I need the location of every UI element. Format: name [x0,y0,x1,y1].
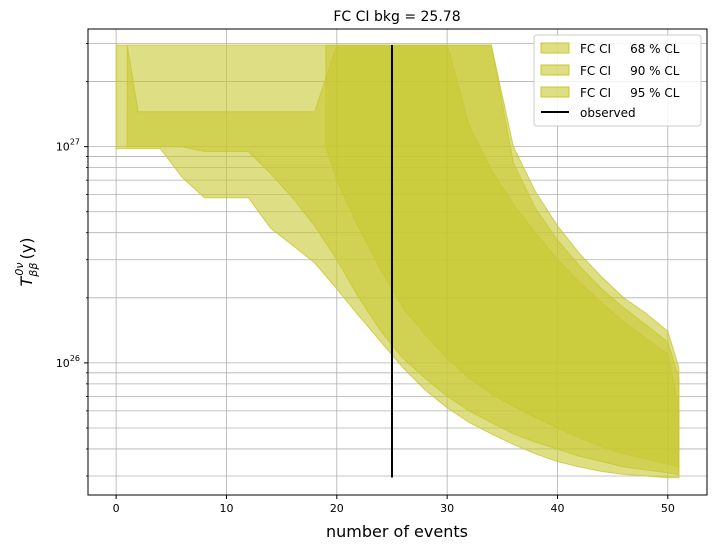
x-axis-label: number of events [326,522,468,541]
legend-label-95: FC CI 95 % CL [580,86,680,100]
chart-title: FC CI bkg = 25.78 [333,9,460,25]
y-axis-label-sup: 0ν [13,262,26,275]
x-tick-label: 0 [113,502,120,515]
y-axis-label: Tββ0ν (y) [13,238,40,287]
y-tick-label: 1026 [56,354,80,370]
x-axis-ticks: 0 10 20 30 40 50 [113,495,675,515]
legend-swatch-90 [540,64,570,76]
y-axis-ticks: 1026 1027 [56,43,88,477]
x-tick-label: 10 [219,502,233,515]
x-tick-label: 30 [440,502,454,515]
legend-swatch-68 [540,42,570,54]
y-axis-label-main: T [17,275,36,286]
y-axis-label-unit: (y) [17,238,36,260]
legend-swatch-95 [540,86,570,98]
legend-label-68: FC CI 68 % CL [580,42,680,56]
x-tick-label: 50 [661,502,675,515]
legend-box [533,34,702,127]
series-layer [115,44,680,479]
x-tick-label: 20 [330,502,344,515]
plot-frame [87,28,708,496]
y-tick-label: 1027 [56,138,80,154]
band-series-3 [115,44,680,479]
legend: FC CI 68 % CL FC CI 90 % CL FC CI 95 % C… [533,34,702,127]
legend-label-90: FC CI 90 % CL [580,64,680,78]
y-axis-label-sub: ββ [27,263,40,278]
x-tick-label: 40 [550,502,564,515]
legend-label-observed: observed [580,106,636,120]
